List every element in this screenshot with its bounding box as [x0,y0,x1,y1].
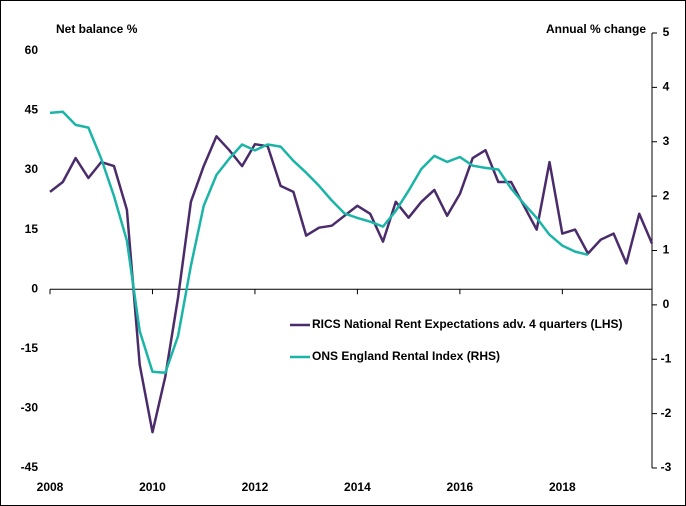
y2-tick-label: -1 [661,351,672,365]
y-tick-label: -45 [21,460,39,474]
y-axis-title: Net balance % [56,22,138,36]
x-tick-label: 2008 [37,480,64,494]
y2-tick-label: 1 [663,243,670,257]
y2-tick-label: 0 [663,297,670,311]
y2-tick-label: 5 [663,25,670,39]
y2-tick-label: -3 [661,460,672,474]
y2-tick-label: 4 [663,80,670,94]
y-tick-label: 30 [25,162,39,176]
x-tick-label: 2018 [549,480,576,494]
y-tick-label: 15 [25,222,39,236]
y-tick-label: -15 [21,341,39,355]
series-line [49,135,654,434]
series-line [49,110,589,375]
legend-label: RICS National Rent Expectations adv. 4 q… [312,317,623,331]
y-tick-label: -30 [21,401,39,415]
y-tick-label: 60 [25,43,39,57]
x-tick-label: 2010 [139,480,166,494]
y2-axis-title: Annual % change [546,22,646,36]
x-tick-label: 2014 [344,480,371,494]
y2-tick-label: -2 [661,406,672,420]
y-tick-label: 45 [25,103,39,117]
y2-tick-label: 2 [663,188,670,202]
y-tick-label: 0 [31,281,38,295]
y2-tick-label: 3 [663,134,670,148]
x-tick-label: 2016 [447,480,474,494]
x-tick-label: 2012 [242,480,269,494]
legend-label: ONS England Rental Index (RHS) [312,349,500,363]
